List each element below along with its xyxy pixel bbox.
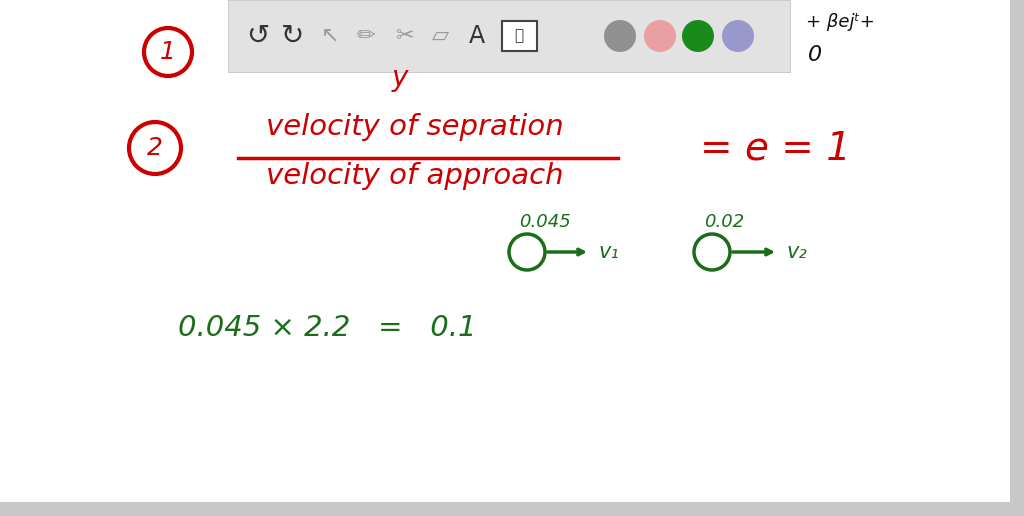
Circle shape <box>722 20 754 52</box>
Text: v₂: v₂ <box>786 242 807 262</box>
Bar <box>1010 0 1024 502</box>
Text: velocity of approach: velocity of approach <box>266 162 564 190</box>
Text: 2: 2 <box>147 136 163 160</box>
Text: A: A <box>469 24 485 48</box>
Text: ▱: ▱ <box>431 26 449 46</box>
Text: v₁: v₁ <box>598 242 618 262</box>
Bar <box>502 21 537 51</box>
Text: y: y <box>392 64 409 92</box>
Circle shape <box>644 20 676 52</box>
Text: 1: 1 <box>160 40 176 64</box>
Text: = e = 1: = e = 1 <box>700 129 851 167</box>
Circle shape <box>604 20 636 52</box>
Text: ↻: ↻ <box>282 22 304 50</box>
Text: velocity of sepration: velocity of sepration <box>266 113 564 141</box>
Text: 0.045 × 2.2   =   0.1: 0.045 × 2.2 = 0.1 <box>178 314 476 342</box>
Bar <box>0 502 1024 516</box>
Text: ⛰: ⛰ <box>514 28 523 43</box>
Text: + βejᵗ+: + βejᵗ+ <box>806 13 874 31</box>
Text: 0.02: 0.02 <box>703 213 744 231</box>
Circle shape <box>682 20 714 52</box>
Text: ✏: ✏ <box>356 26 376 46</box>
Bar <box>228 0 790 72</box>
Text: 0: 0 <box>808 45 822 65</box>
Text: ↺: ↺ <box>247 22 269 50</box>
Text: ✂: ✂ <box>394 26 414 46</box>
Text: 0.045: 0.045 <box>519 213 570 231</box>
Text: ↖: ↖ <box>321 26 339 46</box>
